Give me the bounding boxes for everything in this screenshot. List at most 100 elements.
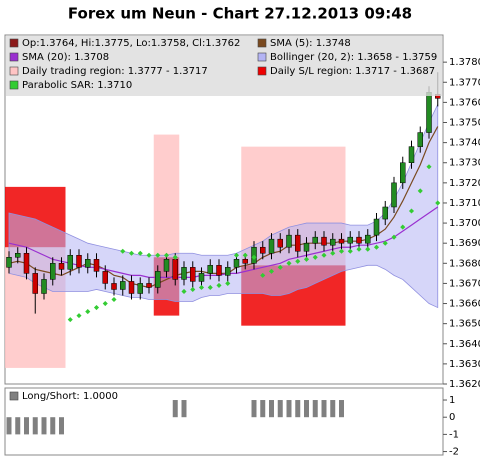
candle-body [216,265,222,276]
y-tick-label: 1.3770 [449,77,480,88]
candle-body [207,265,213,274]
sar-dot [163,252,170,258]
legend-swatch [257,38,267,48]
candle-body [338,238,345,244]
y-tick-label: 1.3630 [449,359,480,370]
candle-body [172,259,178,280]
legend-swatch [257,52,267,62]
legend-label: Op:1.3764, Hi:1.3775, Lo:1.3758, Cl:1.37… [22,38,240,49]
legend-label: SMA (5): 1.3748 [270,38,351,49]
candle-body [391,182,397,208]
legend-label: Bollinger (20, 2): 1.3658 - 1.3759 [270,52,437,63]
candle-body [50,263,56,280]
candle-body [286,234,292,248]
sar-dot [408,208,415,214]
legend-swatch [9,38,19,48]
sar-dot [120,248,126,254]
sar-dot [155,252,161,258]
candle-body [373,218,380,236]
sar-dot [137,250,143,256]
candle-body [58,263,65,270]
long-short-bar [269,400,274,418]
long-short-bar [304,400,309,418]
candle-body [23,253,30,274]
candle-body [85,259,91,268]
sar-dot [102,300,108,307]
candle-body [102,271,108,284]
candle-body [426,92,432,133]
candle-body [330,238,336,246]
candle-body [233,259,240,268]
y-tick-label: 1.3740 [449,138,480,149]
y-tick-label: 1.3640 [449,339,480,350]
sar-dot [268,268,275,274]
legend-swatch [9,80,19,90]
sar-dot [400,224,406,230]
long-short-bar [32,417,38,435]
long-short-bar [181,400,187,418]
candle-body [198,273,205,282]
sar-dot [303,256,310,262]
sar-dot [338,248,345,254]
y-tick-label: 1.3780 [449,57,480,68]
candle-body [417,132,423,147]
candle-body [303,242,310,252]
y-tick-label: 0 [449,412,455,423]
candle-body [225,267,231,276]
long-short-bar [321,400,327,418]
sub-plot-frame [4,387,444,456]
candle-body [321,236,327,246]
sar-dot [347,248,353,254]
sar-dot [216,282,222,288]
legend-swatch [9,391,19,401]
candle-body [155,271,161,288]
sar-dot [382,240,388,246]
candle-body [190,267,196,282]
long-short-bar [172,400,178,418]
legend-label: Long/Short: 1.0000 [22,391,118,402]
y-tick-label: 1.3750 [449,118,480,129]
candle-body [365,234,371,244]
candle-body [181,267,187,280]
sar-dot [190,286,196,293]
long-short-bar [24,417,29,435]
y-tick-label: -2 [449,447,459,457]
sar-dot [321,252,327,258]
long-short-bar [312,400,318,418]
sar-dot [198,284,205,290]
region [153,134,180,258]
candle-body [408,146,415,163]
candle-body [111,283,117,290]
long-short-bar [330,400,336,418]
candle-body [6,257,12,268]
long-short-bar [277,400,283,418]
y-tick-label: 1.3680 [449,258,480,269]
candle-body [242,259,248,264]
y-tick-label: -1 [449,429,459,440]
y-tick-label: 1.3710 [449,198,480,209]
legend-label: Parabolic SAR: 1.3710 [22,80,132,91]
y-tick-label: 1.3760 [449,97,480,108]
sar-dot [417,188,423,194]
candle-body [295,234,301,252]
sar-dot [85,309,91,315]
candle-body [93,259,100,272]
long-short-bar [286,400,292,418]
candle-body [260,246,266,254]
long-short-bar [339,400,344,418]
y-tick-label: 1.3620 [449,379,480,390]
sar-dot [242,252,248,258]
long-short-bar [15,417,21,435]
sar-dot [365,246,371,252]
candle-body [137,283,143,294]
candle-body [15,253,21,258]
sar-dot [391,234,397,240]
sar-dot [233,252,240,258]
candle-body [268,238,275,254]
legend-box [6,36,442,96]
sar-dot [128,250,135,256]
y-tick-label: 1.3660 [449,299,480,310]
long-short-bar [251,400,257,418]
